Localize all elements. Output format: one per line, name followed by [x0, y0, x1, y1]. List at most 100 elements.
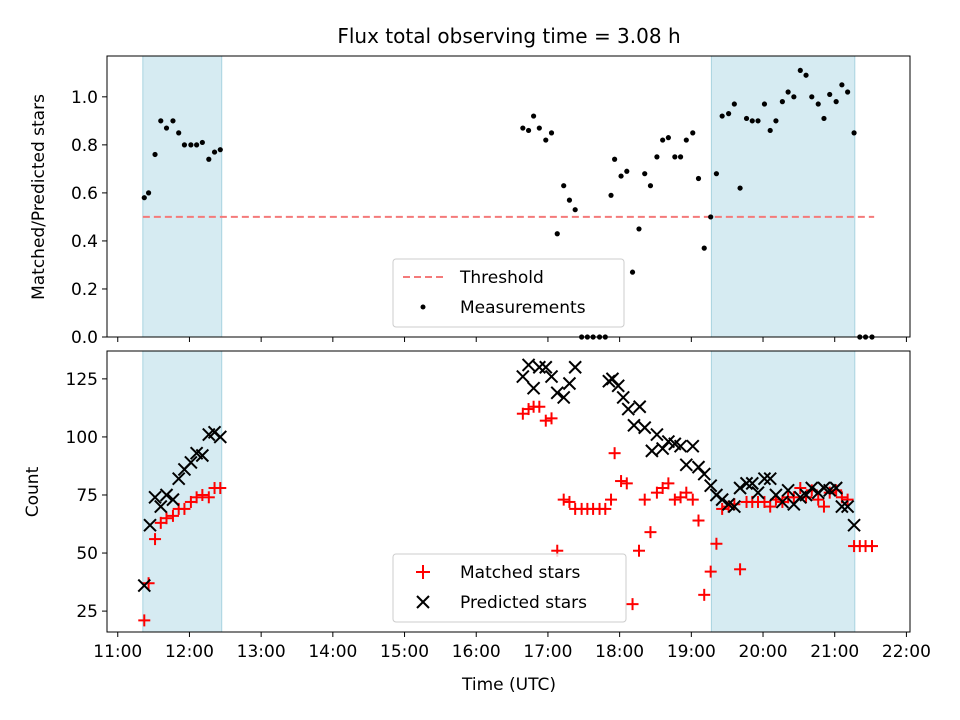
measurement-point: [176, 130, 182, 136]
measurement-point: [211, 149, 218, 155]
matched-point: [545, 412, 558, 425]
measurement-point: [851, 130, 857, 136]
predicted-point: [805, 481, 819, 495]
measurement-point: [755, 118, 761, 124]
top-y-tick-label: 0.8: [71, 136, 98, 156]
predicted-point: [568, 360, 582, 374]
matched-point: [728, 498, 741, 511]
predicted-points: [137, 358, 861, 593]
measurement-point: [665, 135, 671, 141]
measurement-point: [743, 115, 750, 122]
predicted-point: [137, 578, 151, 593]
matched-point: [692, 514, 705, 527]
measurement-point: [785, 89, 791, 95]
measurement-point: [701, 245, 707, 251]
bottom-x-tick-label: 19:00: [667, 642, 716, 662]
measurement-point: [618, 173, 624, 179]
measurement-point: [217, 147, 223, 153]
measurement-point: [791, 94, 797, 100]
predicted-point: [739, 476, 754, 491]
matched-point: [841, 493, 854, 506]
measurement-point: [170, 118, 176, 124]
predicted-point: [148, 490, 162, 505]
measurement-point: [708, 214, 714, 220]
predicted-point: [650, 427, 664, 442]
measurement-point: [821, 115, 827, 122]
matched-point: [764, 500, 777, 513]
predicted-point: [781, 483, 795, 498]
measurement-points: [141, 67, 875, 340]
matched-point: [599, 502, 612, 515]
measurement-point: [654, 154, 660, 160]
measurement-point: [530, 113, 537, 119]
predicted-point: [159, 488, 174, 502]
measurement-point: [520, 125, 526, 131]
measurement-point: [797, 67, 803, 74]
predicted-point: [645, 444, 659, 458]
predicted-point: [621, 402, 635, 416]
measurement-point: [572, 207, 578, 213]
predicted-point: [532, 360, 547, 374]
bottom-y-tick-label: 100: [66, 428, 98, 448]
matched-point: [149, 533, 162, 546]
measurement-point: [713, 171, 720, 177]
predicted-point: [745, 476, 759, 491]
predicted-point: [544, 369, 559, 384]
measurement-point: [636, 226, 642, 232]
predicted-point: [715, 492, 729, 507]
measurement-point: [779, 99, 785, 105]
top-y-tick-label: 0.6: [71, 184, 98, 204]
matched-point: [615, 475, 628, 488]
bottom-y-axis-label: Count: [23, 466, 43, 517]
measurement-point: [561, 183, 567, 189]
top-band-1: [142, 56, 222, 337]
matched-point: [668, 493, 681, 506]
top-axes-frame: [106, 55, 911, 338]
top-y-tick-label: 0.2: [71, 280, 98, 300]
predicted-point: [166, 492, 180, 507]
top-legend: Threshold Measurements: [392, 258, 625, 328]
matched-point: [557, 493, 570, 506]
predicted-point: [539, 360, 553, 374]
bottom-y-tick-label: 125: [66, 370, 98, 390]
measurement-point: [737, 185, 743, 191]
measurement-point: [145, 190, 152, 196]
legend-measurements-label: Measurements: [460, 298, 586, 318]
matched-point: [214, 482, 227, 495]
measurement-point: [647, 183, 654, 189]
matched-point: [638, 493, 651, 506]
bottom-x-ticks: 11:00 12:00 13:00 14:00 15:00 16:00 17:00 18:00…: [93, 632, 931, 662]
measurement-point: [194, 142, 200, 148]
predicted-point: [703, 478, 718, 493]
predicted-point: [757, 472, 772, 486]
measurement-point: [726, 111, 732, 117]
measurement-point: [152, 151, 158, 158]
measurement-point: [158, 118, 164, 124]
predicted-point: [556, 390, 571, 405]
predicted-point: [638, 420, 652, 435]
predicted-point: [143, 518, 157, 532]
matched-point: [605, 493, 618, 506]
predicted-point: [697, 467, 711, 481]
measurement-point: [141, 195, 147, 201]
measurement-point: [199, 139, 205, 146]
top-panel: 0.0 0.2 0.4 0.6 0.8 1.0 Matched/Predicted sta…: [29, 55, 911, 348]
bottom-x-tick-label: 18:00: [595, 642, 644, 662]
predicted-point: [847, 518, 861, 532]
predicted-point: [835, 499, 849, 514]
matched-point: [866, 540, 879, 553]
matched-point: [632, 544, 645, 557]
measurement-point: [181, 142, 188, 148]
legend-matched-swatch: [416, 565, 430, 579]
bottom-y-ticks: 25 50 75 100 125: [66, 370, 107, 622]
matched-point: [734, 563, 747, 576]
measurement-point: [803, 72, 809, 78]
measurement-point: [206, 156, 212, 162]
predicted-point: [751, 485, 765, 500]
matched-point: [787, 491, 800, 504]
matched-point: [722, 500, 735, 513]
matched-point: [142, 577, 155, 590]
legend-predicted-label: Predicted stars: [460, 593, 587, 613]
predicted-point: [673, 439, 688, 453]
predicted-point: [213, 430, 227, 444]
